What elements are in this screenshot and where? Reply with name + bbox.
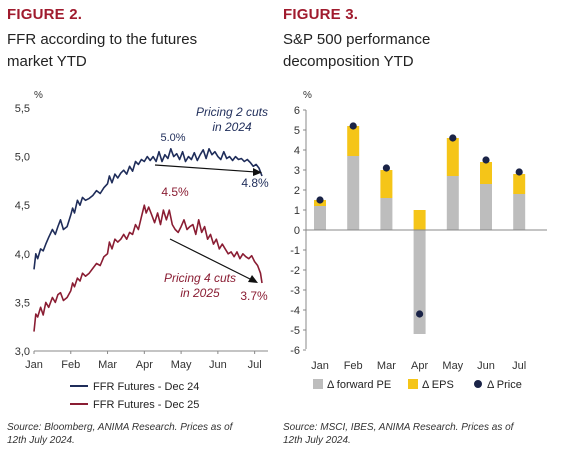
legend-label-eps: Δ EPS <box>422 379 454 391</box>
y-tick-label: 5,0 <box>15 152 30 164</box>
annotation-pricing-4-cuts-line-1: Pricing 4 cuts <box>164 271 236 285</box>
annotation-4-8-percent: 4.8% <box>241 176 269 190</box>
bar-forward-pe <box>480 184 492 230</box>
legend-label-dec24: FFR Futures - Dec 24 <box>93 381 199 393</box>
x-tick-label: Jun <box>477 360 495 372</box>
ffr-futures-line-chart: % 3,0 3,5 4,0 4,5 5,0 5,5 Jan Feb Mar Apr May Jun J… <box>15 90 269 411</box>
series-line-dec25 <box>33 204 263 332</box>
bar-forward-pe <box>513 194 526 230</box>
annotation-pricing-2-cuts-line-2: in 2024 <box>212 120 252 134</box>
x-tick-label: Jan <box>25 359 43 371</box>
figure-2-title: FFR according to the futures market YTD <box>7 29 197 73</box>
dec24-arrow-head <box>253 168 262 176</box>
annotation-4-5-percent: 4.5% <box>161 185 189 199</box>
figure-3-source-line-2: 12th July 2024. <box>283 435 351 446</box>
y-tick-label: 5 <box>294 125 300 137</box>
x-tick-label: Jun <box>209 359 227 371</box>
figure-2-source-line-2: 12th July 2024. <box>7 435 75 446</box>
series-line-dec24 <box>33 148 263 270</box>
price-dot <box>515 168 523 176</box>
x-tick-label: Apr <box>136 359 153 371</box>
y-tick-label: -3 <box>290 285 300 297</box>
y-axis-unit-label: % <box>34 90 43 101</box>
bar-eps <box>413 210 426 230</box>
y-tick-label: 3,0 <box>15 346 30 358</box>
y-tick-label: 4,0 <box>15 249 30 261</box>
y-tick-label: -4 <box>290 305 300 317</box>
y-tick-label: 6 <box>294 105 300 117</box>
bar-forward-pe <box>314 206 326 230</box>
y-tick-label: -5 <box>290 325 300 337</box>
x-tick-label: Mar <box>98 359 117 371</box>
y-tick-label: 5,5 <box>15 103 30 115</box>
y-tick-label: 1 <box>294 205 300 217</box>
bar-forward-pe <box>413 230 426 334</box>
bar-eps <box>513 174 526 194</box>
bar-forward-pe <box>380 198 393 230</box>
price-dot <box>449 134 457 142</box>
bar-eps <box>380 170 393 198</box>
bar-forward-pe <box>446 176 459 230</box>
x-tick-label: Jul <box>248 359 262 371</box>
x-tick-label: Feb <box>61 359 80 371</box>
annotation-pricing-2-cuts-line-1: Pricing 2 cuts <box>196 105 268 119</box>
figure-3-title-line-2: decomposition YTD <box>283 53 414 70</box>
legend-swatch-price <box>474 380 482 388</box>
price-dot <box>349 122 357 130</box>
figure-3-source: Source: MSCI, IBES, ANIMA Research. Pric… <box>283 421 513 447</box>
annotation-3-7-percent: 3.7% <box>240 289 268 303</box>
price-dot <box>416 310 424 318</box>
y-axis-unit-label: % <box>303 90 312 101</box>
legend-swatch-eps <box>408 379 418 389</box>
figure-3-title: S&P 500 performance decomposition YTD <box>283 29 430 73</box>
figure-2-title-line-1: FFR according to the futures <box>7 31 198 48</box>
y-tick-label: 0 <box>294 225 300 237</box>
figure-3-label: FIGURE 3. <box>283 6 359 23</box>
x-tick-label: Feb <box>344 360 363 372</box>
bar-eps <box>480 162 492 184</box>
figure-3-title-line-1: S&P 500 performance <box>283 31 431 48</box>
x-tick-label: Apr <box>411 360 428 372</box>
bar-forward-pe <box>347 156 360 230</box>
annotation-5-0-percent: 5.0% <box>160 132 185 144</box>
y-tick-label: -2 <box>290 265 300 277</box>
x-tick-label: Jul <box>512 360 526 372</box>
y-tick-label: 4 <box>294 145 300 157</box>
annotation-pricing-4-cuts-line-2: in 2025 <box>180 286 220 300</box>
bar-eps <box>446 138 459 176</box>
y-tick-label: 3 <box>294 165 300 177</box>
dec24-trend-arrow <box>154 164 257 173</box>
figure-2-title-line-2: market YTD <box>7 53 87 70</box>
sp500-decomposition-bar-chart: % -6 -5 -4 -3 -2 -1 0 1 2 3 4 5 6 Jan Feb Mar Apr May Jun… <box>290 90 547 391</box>
legend-label-forward-pe: Δ forward PE <box>327 379 391 391</box>
y-tick-label: -6 <box>290 345 300 357</box>
y-tick-label: 4,5 <box>15 200 30 212</box>
y-tick-label: 3,5 <box>15 297 30 309</box>
price-dot <box>482 156 490 164</box>
x-tick-label: Mar <box>377 360 396 372</box>
figure-3-source-line-1: Source: MSCI, IBES, ANIMA Research. Pric… <box>283 422 514 433</box>
x-tick-label: May <box>442 360 463 372</box>
legend-swatch-forward-pe <box>313 379 323 389</box>
x-tick-label: May <box>171 359 192 371</box>
legend-label-dec25: FFR Futures - Dec 25 <box>93 399 199 411</box>
legend-label-price: Δ Price <box>487 379 522 391</box>
y-tick-label: -1 <box>290 245 300 257</box>
figure-2-label: FIGURE 2. <box>7 6 83 23</box>
dec25-arrow-head <box>248 275 258 283</box>
dec25-trend-arrow <box>169 238 253 281</box>
figure-2-source-line-1: Source: Bloomberg, ANIMA Research. Price… <box>7 422 233 433</box>
price-dot <box>382 164 390 172</box>
y-tick-label: 2 <box>294 185 300 197</box>
price-dot <box>316 196 324 204</box>
x-tick-label: Jan <box>311 360 329 372</box>
bar-eps <box>347 126 360 156</box>
figure-2-source: Source: Bloomberg, ANIMA Research. Price… <box>7 421 232 447</box>
